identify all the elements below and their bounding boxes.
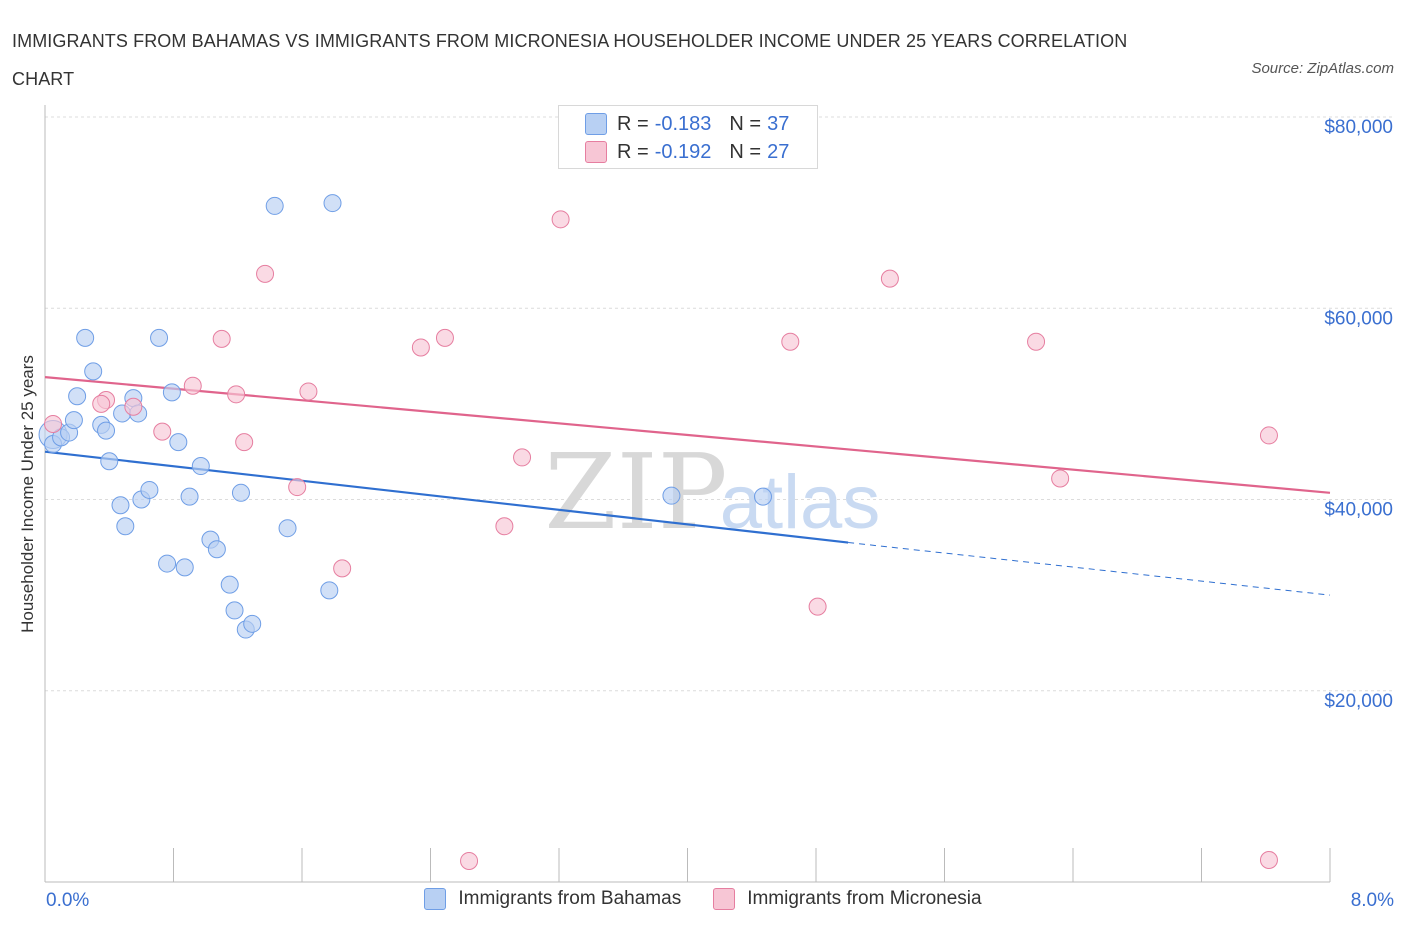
legend-row-bahamas: R = -0.183 N = 37 xyxy=(585,111,789,137)
data-point-bahamas xyxy=(76,328,95,347)
data-point-bahamas xyxy=(84,362,103,381)
gridlines xyxy=(45,116,1395,692)
legend-swatch-micronesia xyxy=(585,141,607,163)
data-point-micronesia xyxy=(256,264,275,283)
data-point-bahamas xyxy=(158,554,177,573)
series-legend: Immigrants from Bahamas Immigrants from … xyxy=(0,888,1406,910)
data-point-bahamas xyxy=(111,496,130,515)
axes xyxy=(44,105,1331,883)
watermark-atlas: atlas xyxy=(720,460,881,545)
data-point-micronesia xyxy=(435,328,454,347)
data-point-micronesia xyxy=(1259,426,1278,445)
legend-label-micronesia: Immigrants from Micronesia xyxy=(747,888,982,909)
data-point-bahamas xyxy=(150,328,169,347)
data-point-bahamas xyxy=(191,457,210,476)
legend-swatch-bahamas xyxy=(585,113,607,135)
data-point-micronesia xyxy=(227,385,246,404)
data-point-bahamas xyxy=(323,194,342,213)
data-point-bahamas xyxy=(320,581,339,600)
watermark: ZIP atlas xyxy=(544,431,880,553)
data-point-micronesia xyxy=(299,382,318,401)
legend-item-bahamas[interactable]: Immigrants from Bahamas xyxy=(424,888,681,910)
data-point-micronesia xyxy=(212,329,231,348)
data-point-bahamas xyxy=(97,421,116,440)
data-point-micronesia xyxy=(44,414,63,433)
y-tick-label: $40,000 xyxy=(1324,500,1393,521)
data-point-micronesia xyxy=(513,448,532,467)
data-point-micronesia xyxy=(495,517,514,536)
data-point-micronesia xyxy=(1051,469,1070,488)
data-point-bahamas xyxy=(231,483,250,502)
legend-n-value: 27 xyxy=(767,140,790,163)
data-point-micronesia xyxy=(333,559,352,578)
data-point-bahamas xyxy=(207,540,226,559)
data-point-bahamas xyxy=(175,558,194,577)
legend-n-value: 37 xyxy=(767,112,790,135)
data-point-micronesia xyxy=(288,478,307,497)
legend-r-label: R = xyxy=(617,140,649,163)
legend-r-label: R = xyxy=(617,112,649,135)
data-point-bahamas xyxy=(225,601,244,620)
legend-row-micronesia: R = -0.192 N = 27 xyxy=(585,139,789,165)
data-point-bahamas xyxy=(220,575,239,594)
data-point-bahamas xyxy=(662,486,681,505)
data-point-bahamas xyxy=(265,196,284,215)
trend-line-micronesia xyxy=(44,376,1331,494)
legend-label-bahamas: Immigrants from Bahamas xyxy=(458,888,682,909)
data-points xyxy=(38,151,1278,870)
legend-item-micronesia[interactable]: Immigrants from Micronesia xyxy=(713,888,982,910)
data-point-bahamas xyxy=(64,411,83,430)
data-point-bahamas xyxy=(278,519,297,538)
data-point-micronesia xyxy=(808,597,827,616)
correlation-legend: R = -0.183 N = 37 R = -0.192 N = 27 xyxy=(558,105,818,169)
y-tick-label: $20,000 xyxy=(1324,691,1393,712)
data-point-bahamas xyxy=(116,517,135,536)
data-point-micronesia xyxy=(92,394,111,413)
data-point-micronesia xyxy=(1259,851,1278,870)
y-tick-label: $60,000 xyxy=(1324,308,1393,329)
legend-swatch-bahamas xyxy=(424,888,447,910)
data-point-micronesia xyxy=(880,269,899,288)
data-point-micronesia xyxy=(153,422,172,441)
data-point-micronesia xyxy=(411,338,430,357)
data-point-micronesia xyxy=(235,433,254,452)
legend-n-label: N = xyxy=(729,140,762,163)
legend-r-value: -0.192 xyxy=(654,140,712,163)
data-point-bahamas xyxy=(140,480,159,499)
y-tick-labels: $20,000 $40,000 $60,000 $80,000 xyxy=(1324,117,1393,712)
x-axis-max-label: 8.0% xyxy=(1350,890,1394,911)
data-point-bahamas xyxy=(100,452,119,471)
chart-title: IMMIGRANTS FROM BAHAMAS VS IMMIGRANTS FR… xyxy=(12,31,1128,89)
legend-r-value: -0.183 xyxy=(654,112,712,135)
data-point-micronesia xyxy=(183,376,202,395)
legend-n-label: N = xyxy=(729,112,762,135)
trend-line-bahamas xyxy=(44,450,849,544)
y-tick-label: $80,000 xyxy=(1324,117,1393,138)
trend-lines xyxy=(44,376,1331,596)
trend-line-bahamas-extension xyxy=(848,542,1331,596)
watermark-zip: ZIP xyxy=(544,431,727,553)
data-point-micronesia xyxy=(1027,332,1046,351)
data-point-micronesia xyxy=(781,332,800,351)
data-point-micronesia xyxy=(124,397,143,416)
data-point-bahamas xyxy=(169,433,188,452)
legend-swatch-micronesia xyxy=(713,888,736,910)
y-axis-label: Householder Income Under 25 years xyxy=(18,355,37,633)
data-point-bahamas xyxy=(243,614,262,633)
data-point-bahamas xyxy=(68,387,87,406)
data-point-bahamas xyxy=(162,383,181,402)
data-point-micronesia xyxy=(460,851,479,870)
data-point-bahamas xyxy=(753,487,772,506)
data-point-micronesia xyxy=(551,210,570,229)
source-label: Source: ZipAtlas.com xyxy=(1251,60,1394,77)
x-axis-min-label: 0.0% xyxy=(46,890,90,911)
data-point-bahamas xyxy=(180,487,199,506)
